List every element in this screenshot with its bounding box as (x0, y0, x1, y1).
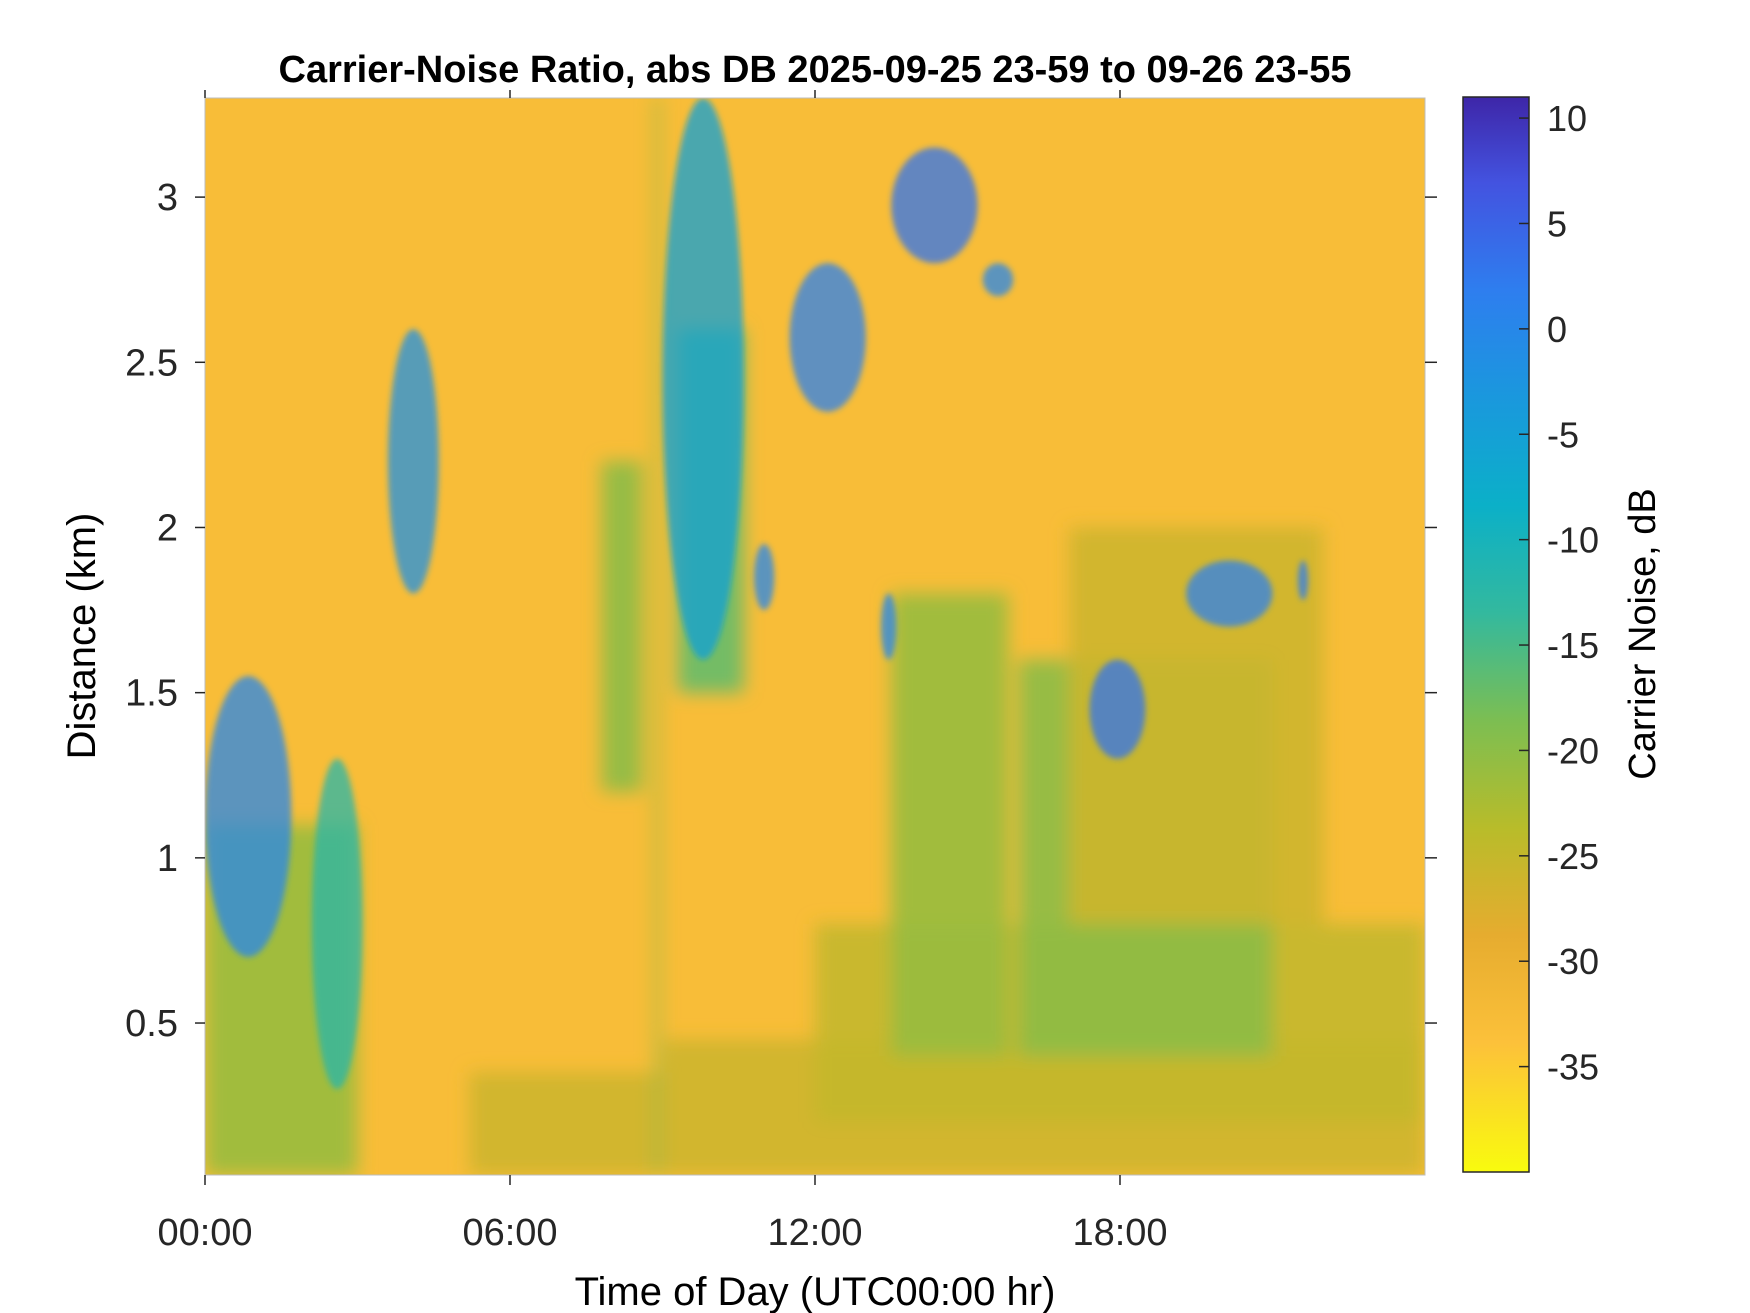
colorbar-tick-label: -25 (1547, 836, 1599, 877)
colorbar-tick-label: -5 (1547, 414, 1579, 455)
y-axis-label: Distance (km) (60, 513, 104, 760)
colorbar-tick-label: -30 (1547, 941, 1599, 982)
heatmap-region (891, 593, 1009, 1057)
heatmap-region (654, 98, 660, 1175)
heatmap-echo (754, 543, 775, 611)
colorbar-ticks: 10 5 0 -5 -10 -15 -20 -25 -30 -35 (1519, 98, 1599, 1088)
heatmap-region (469, 1072, 663, 1175)
heatmap-echo (205, 676, 292, 957)
heatmap-echoes (205, 98, 1309, 1090)
colorbar-tick-label: 10 (1547, 98, 1587, 139)
heatmap-echo (1089, 659, 1146, 759)
heatmap-echo (662, 98, 744, 660)
y-tick-label: 3 (157, 177, 178, 219)
heatmap-echo (1186, 560, 1273, 627)
y-tick-label: 2.5 (125, 342, 178, 384)
plot-area (204, 97, 1426, 1176)
x-tick-label: 18:00 (1072, 1212, 1167, 1254)
heatmap-echo (311, 758, 363, 1090)
chart-title: Carrier-Noise Ratio, abs DB 2025-09-25 2… (279, 49, 1352, 91)
colorbar-gradient (1462, 96, 1530, 1173)
y-tick-label: 1 (157, 838, 178, 880)
heatmap-echo (982, 263, 1014, 297)
heatmap-echo (388, 329, 439, 594)
x-axis-label: Time of Day (UTC00:00 hr) (575, 1270, 1056, 1313)
colorbar-tick-label: 5 (1547, 203, 1567, 244)
colorbar-tick-label: -20 (1547, 730, 1599, 771)
colorbar: 10 5 0 -5 -10 -15 -20 -25 -30 -35 (1462, 96, 1599, 1173)
heatmap-echo (789, 263, 866, 412)
x-axis: 00:00 06:00 12:00 18:00 (157, 90, 1168, 1254)
y-tick-label: 2 (157, 507, 178, 549)
colorbar-tick-label: -35 (1547, 1047, 1599, 1088)
heatmap-echo (891, 147, 978, 264)
y-axis: 0.5 1 1.5 2 2.5 3 (125, 177, 1437, 1045)
x-tick-label: 06:00 (462, 1212, 557, 1254)
x-tick-label: 00:00 (157, 1212, 252, 1254)
heatmap-region (601, 461, 643, 792)
y-tick-label: 0.5 (125, 1003, 178, 1045)
y-tick-label: 1.5 (125, 673, 178, 715)
colorbar-tick-label: 0 (1547, 309, 1567, 350)
colorbar-tick-label: -10 (1547, 520, 1599, 561)
colorbar-tick-label: -15 (1547, 625, 1599, 666)
colorbar-label: Carrier Noise, dB (1622, 488, 1664, 779)
heatmap-echo (1297, 560, 1309, 601)
x-tick-label: 12:00 (767, 1212, 862, 1254)
heatmap-echo (881, 593, 897, 660)
